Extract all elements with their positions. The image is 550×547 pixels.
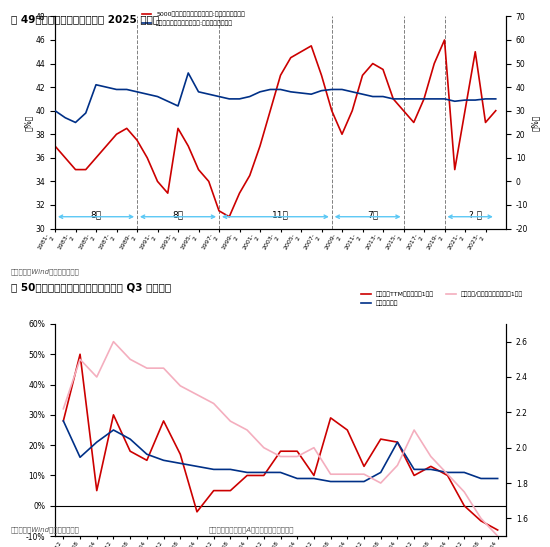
Text: 数据来源：Wind，中信建投证券: 数据来源：Wind，中信建投证券 bbox=[11, 527, 80, 533]
Legend: 5000户工业企业景气扩散指数:设备能力利用水平, 全社会固定资产投资完成额:名义同比（右轴）: 5000户工业企业景气扩散指数:设备能力利用水平, 全社会固定资产投资完成额:名… bbox=[139, 9, 248, 28]
Text: 数据来源：Wind，中信建投证券: 数据来源：Wind，中信建投证券 bbox=[11, 268, 80, 275]
Text: 7年: 7年 bbox=[367, 210, 378, 219]
Text: 8年: 8年 bbox=[90, 210, 102, 219]
Text: 注：统计口径为全部A股（非金融石油石化）: 注：统计口径为全部A股（非金融石油石化） bbox=[209, 527, 294, 533]
Y-axis label: （%）: （%） bbox=[24, 114, 33, 131]
Text: 图 49：预计本轮产业周期将在 2025 年见底: 图 49：预计本轮产业周期将在 2025 年见底 bbox=[11, 14, 159, 24]
Text: ? 年: ? 年 bbox=[469, 210, 482, 219]
Text: 图 50：上市公司产能增长有望在明年 Q3 附近见底: 图 50：上市公司产能增长有望在明年 Q3 附近见底 bbox=[11, 282, 171, 292]
Text: 11年: 11年 bbox=[272, 210, 289, 219]
Y-axis label: （%）: （%） bbox=[531, 114, 540, 131]
Legend: 资本开支TTM同比（领先1年）, 固定资产同比, 资本开支/折旧摊销（右，领先1年）: 资本开支TTM同比（领先1年）, 固定资产同比, 资本开支/折旧摊销（右，领先1… bbox=[359, 289, 525, 308]
Text: 8年: 8年 bbox=[173, 210, 184, 219]
